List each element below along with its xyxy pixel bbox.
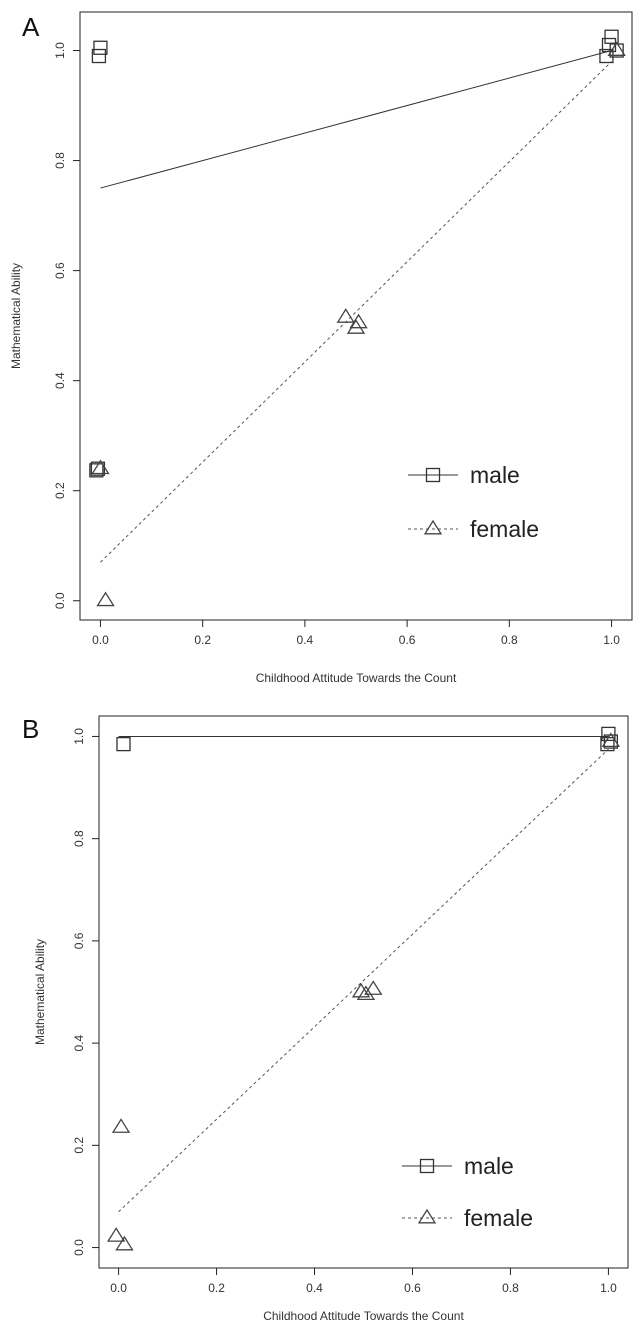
female-point: [346, 319, 366, 334]
male-point: [599, 48, 614, 64]
plot-frame: [98, 715, 629, 1269]
female-point: [106, 1227, 126, 1242]
x-tick-label: 0.2: [194, 633, 211, 647]
y-tick-label: 1.0: [53, 42, 67, 59]
y-tick-label: 0.8: [53, 152, 67, 169]
y-axis-title: Mathematical Ability: [33, 939, 47, 1045]
y-tick-label: 0.6: [53, 262, 67, 279]
female-point: [115, 1235, 134, 1251]
x-axis-title: Childhood Attitude Towards the Count: [256, 671, 457, 685]
y-tick-label: 0.2: [53, 482, 67, 499]
female-point: [336, 308, 355, 323]
male-point: [609, 43, 624, 58]
male-point: [601, 726, 616, 742]
x-tick-label: 0.6: [399, 633, 416, 647]
y-tick-label: 0.4: [72, 1034, 86, 1051]
legend-marker-female: [423, 519, 443, 535]
panel-a: A 0.0 0.2 0.4 0.6 0.8 1.0 0.0 0.2 0.4 0.6 0.8 1.0 Ch…: [9, 11, 633, 685]
x-tick-label: 0.8: [501, 633, 518, 647]
male-point: [89, 463, 104, 478]
male-point: [91, 48, 107, 64]
female-point: [356, 985, 376, 1001]
female-fit-line: [118, 748, 609, 1213]
female-point: [349, 313, 368, 329]
legend-label-male: male: [470, 462, 520, 488]
y-axis-title: Mathematical Ability: [9, 263, 23, 369]
male-point: [93, 40, 108, 55]
x-tick-label: 1.0: [603, 633, 620, 647]
legend-marker-male: [419, 1158, 435, 1174]
female-point: [351, 982, 371, 998]
x-tick-label: 1.0: [600, 1281, 617, 1295]
x-tick-label: 0.0: [110, 1281, 127, 1295]
female-point: [607, 41, 626, 56]
y-tick-label: 0.0: [53, 592, 67, 609]
male-point: [603, 734, 619, 749]
legend-marker-male: [425, 467, 441, 483]
female-point: [111, 1118, 131, 1133]
x-tick-label: 0.0: [92, 633, 109, 647]
y-tick-label: 1.0: [72, 728, 86, 745]
panel-label-a: A: [22, 12, 40, 42]
male-fit-line: [100, 50, 612, 189]
x-tick-label: 0.4: [306, 1281, 323, 1295]
legend-label-female: female: [464, 1205, 533, 1231]
panel-b: B 0.0 0.2 0.4 0.6 0.8 1.0 0.0 0.2 0.4 0.6 0.8 1.0 Ch…: [22, 714, 629, 1323]
x-tick-label: 0.4: [297, 633, 314, 647]
y-tick-label: 0.6: [72, 932, 86, 949]
male-point: [90, 461, 106, 476]
male-point: [604, 29, 619, 44]
female-point: [96, 591, 115, 607]
y-tick-label: 0.2: [72, 1137, 86, 1154]
legend-label-female: female: [470, 516, 539, 542]
male-point: [600, 736, 615, 752]
x-tick-label: 0.8: [502, 1281, 519, 1295]
plot-frame: [79, 11, 633, 621]
legend-label-male: male: [464, 1153, 514, 1179]
female-point: [91, 459, 110, 475]
y-tick-label: 0.0: [72, 1239, 86, 1256]
female-point: [364, 980, 383, 995]
y-tick-label: 0.8: [72, 830, 86, 847]
x-tick-label: 0.2: [208, 1281, 225, 1295]
male-point: [116, 736, 131, 752]
legend-marker-female: [417, 1208, 437, 1224]
x-tick-label: 0.6: [404, 1281, 421, 1295]
y-tick-label: 0.4: [53, 372, 67, 389]
female-fit-line: [100, 61, 612, 563]
female-point: [601, 732, 621, 748]
panel-label-b: B: [22, 714, 39, 744]
x-axis-title: Childhood Attitude Towards the Count: [263, 1309, 464, 1323]
